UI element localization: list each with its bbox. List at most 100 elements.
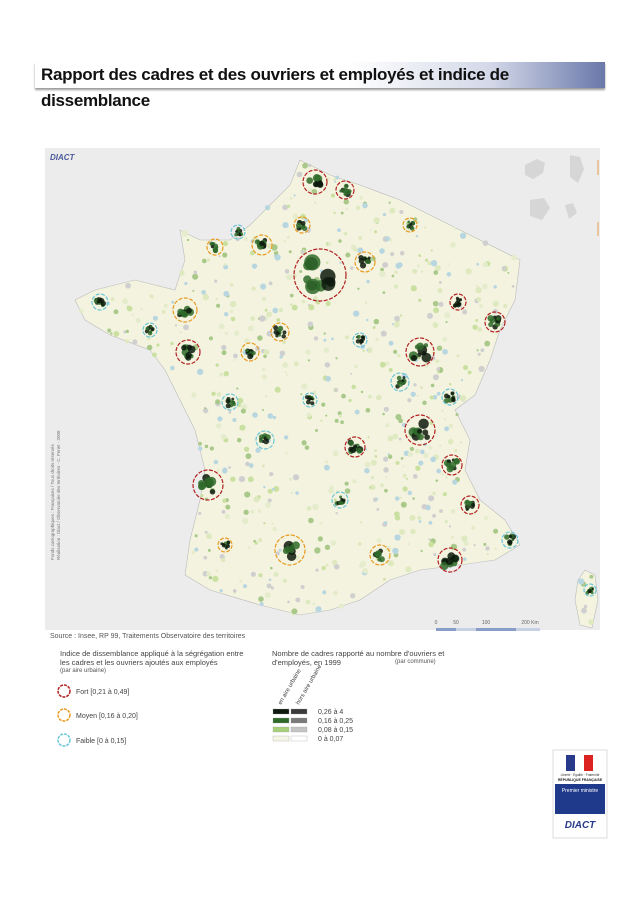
texture-dot bbox=[373, 217, 380, 224]
texture-dot bbox=[420, 270, 424, 273]
cluster-ring bbox=[217, 537, 233, 553]
texture-dot bbox=[435, 359, 440, 364]
texture-dot bbox=[201, 258, 207, 264]
texture-dot bbox=[264, 592, 271, 599]
texture-dot bbox=[463, 557, 467, 561]
legend-label: Faible [0 à 0,15] bbox=[76, 738, 126, 745]
cluster-core bbox=[144, 329, 150, 334]
legend-label: 0,26 à 4 bbox=[318, 709, 343, 716]
legend-label: Fort [0,21 à 0,49] bbox=[76, 689, 129, 696]
texture-dot bbox=[459, 395, 467, 402]
flag-white bbox=[575, 755, 584, 771]
texture-dot bbox=[301, 383, 308, 390]
texture-dot bbox=[341, 393, 346, 399]
texture-dot bbox=[357, 247, 364, 254]
texture-dot bbox=[383, 456, 389, 462]
texture-dot bbox=[183, 324, 189, 331]
texture-dot bbox=[229, 283, 234, 287]
texture-dot bbox=[388, 201, 391, 204]
texture-dot bbox=[267, 498, 272, 503]
texture-dot bbox=[333, 177, 337, 181]
texture-dot bbox=[581, 607, 587, 614]
texture-dot bbox=[367, 436, 370, 439]
texture-dot bbox=[312, 503, 319, 511]
texture-dot bbox=[382, 212, 387, 217]
cluster-core bbox=[349, 446, 357, 454]
cluster-core bbox=[285, 548, 291, 554]
flag-red bbox=[584, 755, 593, 771]
texture-dot bbox=[448, 423, 454, 428]
texture-dot bbox=[482, 262, 488, 268]
texture-dot bbox=[410, 391, 416, 397]
texture-dot bbox=[261, 374, 267, 380]
texture-dot bbox=[450, 242, 456, 248]
texture-dot bbox=[365, 448, 368, 451]
texture-dot bbox=[314, 547, 321, 554]
texture-dot bbox=[385, 423, 390, 428]
cluster-ring bbox=[142, 322, 158, 338]
texture-dot bbox=[194, 534, 198, 538]
texture-dot bbox=[255, 346, 261, 352]
texture-dot bbox=[248, 463, 254, 468]
cluster-ring bbox=[221, 393, 239, 411]
texture-dot bbox=[308, 517, 314, 524]
texture-dot bbox=[412, 268, 418, 274]
cluster-ring bbox=[274, 534, 306, 566]
texture-dot bbox=[325, 301, 331, 307]
texture-dot bbox=[218, 255, 221, 258]
texture-dot bbox=[398, 437, 402, 441]
texture-dot bbox=[272, 526, 277, 532]
cluster-core bbox=[452, 303, 458, 308]
cluster-core bbox=[356, 334, 361, 339]
texture-dot bbox=[282, 362, 289, 369]
texture-dot bbox=[420, 449, 425, 455]
texture-dot bbox=[407, 398, 412, 403]
legend-note: (par aire urbaine) bbox=[60, 668, 107, 674]
texture-dot bbox=[301, 250, 305, 254]
texture-dot bbox=[321, 566, 326, 571]
cluster-ring bbox=[484, 311, 506, 333]
cluster-core bbox=[418, 418, 429, 430]
texture-dot bbox=[311, 188, 318, 195]
cluster-core bbox=[401, 379, 405, 383]
texture-dot bbox=[430, 249, 433, 252]
texture-dot bbox=[276, 318, 281, 322]
texture-dot bbox=[301, 299, 306, 304]
texture-dot bbox=[239, 424, 246, 431]
urban-areas bbox=[91, 169, 597, 597]
texture-dot bbox=[240, 408, 246, 414]
texture-dot bbox=[223, 263, 227, 266]
texture-dot bbox=[322, 590, 327, 595]
texture-dot bbox=[223, 311, 229, 317]
cluster-core bbox=[263, 438, 270, 445]
texture-dot bbox=[204, 407, 207, 410]
texture-dot bbox=[442, 492, 447, 497]
cluster-ring bbox=[441, 388, 459, 406]
texture-dot bbox=[335, 511, 338, 515]
texture-dot bbox=[258, 596, 264, 602]
texture-dot bbox=[340, 420, 344, 425]
texture-dot bbox=[222, 240, 229, 247]
texture-dot bbox=[338, 603, 344, 609]
texture-dot bbox=[374, 230, 377, 234]
texture-dot bbox=[432, 374, 439, 381]
texture-dot bbox=[360, 390, 364, 394]
texture-dot bbox=[459, 441, 463, 444]
texture-dot bbox=[250, 509, 255, 514]
cluster-core bbox=[471, 502, 476, 507]
texture-dot bbox=[370, 476, 375, 480]
cluster-core bbox=[311, 398, 314, 401]
texture-dot bbox=[242, 348, 246, 351]
texture-dot bbox=[399, 250, 405, 256]
texture-dot bbox=[258, 538, 263, 543]
texture-dot bbox=[439, 444, 442, 447]
logo-band bbox=[555, 784, 605, 814]
texture-dot bbox=[463, 540, 469, 546]
texture-dot bbox=[285, 274, 292, 281]
cluster-core bbox=[407, 220, 411, 224]
texture-dot bbox=[313, 296, 318, 301]
texture-dot bbox=[317, 536, 323, 542]
texture-dot bbox=[126, 305, 133, 312]
texture-dot bbox=[170, 365, 175, 371]
cluster-core bbox=[316, 181, 324, 188]
